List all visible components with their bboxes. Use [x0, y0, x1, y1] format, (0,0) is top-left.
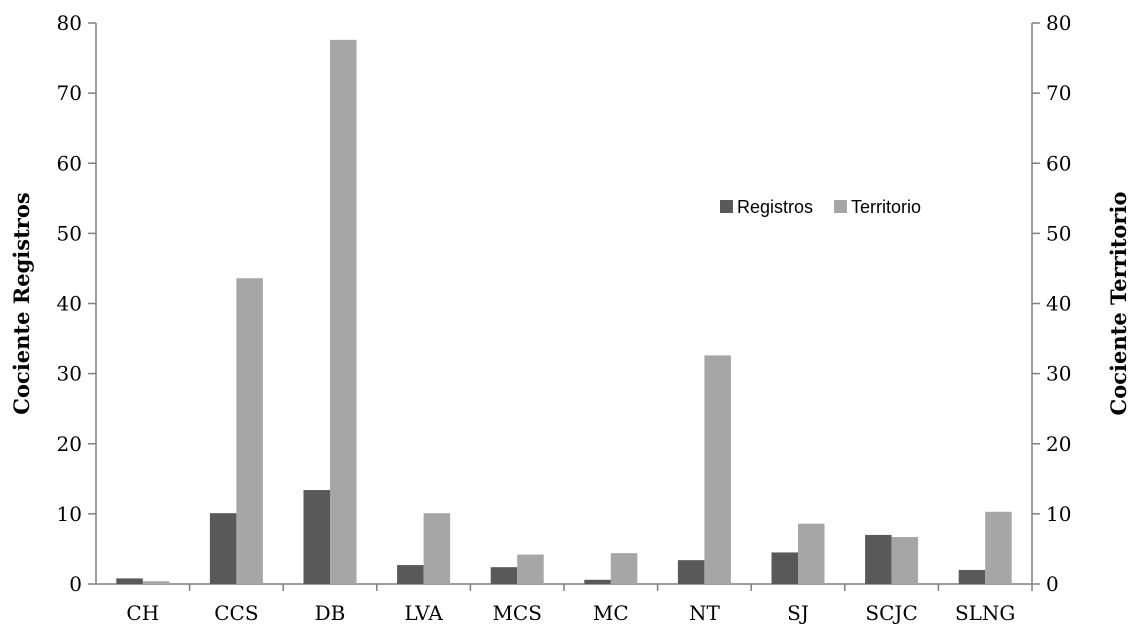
legend-label-registros: Registros	[737, 197, 813, 217]
bar-registros-db	[303, 490, 330, 584]
bar-registros-mc	[584, 579, 611, 584]
y-tick-label-left: 30	[57, 362, 82, 386]
bar-registros-scjc	[865, 534, 892, 584]
x-tick-label: CH	[126, 601, 159, 625]
bar-territorio-sj	[798, 523, 825, 584]
bar-territorio-ccs	[236, 278, 263, 584]
bar-territorio-slng	[985, 511, 1012, 584]
y-tick-label-left: 40	[57, 292, 82, 316]
y-tick-label-left: 60	[57, 151, 82, 175]
chart-axes: 0 10 20 30 40 50 60 70 80 0 10 20 30 40 50 60 70 80	[57, 11, 1072, 596]
bar-territorio-db	[330, 39, 357, 584]
y-tick-label-right: 40	[1046, 292, 1071, 316]
y-axis-title-right: Cociente Territorio	[1106, 192, 1131, 416]
category-labels: CH CCS DB LVA MCS MC NT SJ SCJC SLNG	[126, 601, 1015, 625]
bar-registros-sj	[771, 552, 798, 584]
y-tick-label-left: 0	[69, 572, 82, 596]
x-tick-label: LVA	[404, 601, 443, 625]
legend-swatch-territorio	[834, 200, 847, 213]
y-tick-label-left: 50	[57, 221, 82, 245]
y-tick-label-left: 80	[57, 11, 82, 35]
y-tick-label-right: 80	[1046, 11, 1071, 35]
bar-registros-ch	[116, 578, 143, 584]
y-tick-label-right: 50	[1046, 221, 1071, 245]
bar-territorio-nt	[704, 355, 731, 584]
x-tick-label: SCJC	[865, 601, 917, 625]
x-tick-label: NT	[689, 601, 721, 625]
x-tick-label: CCS	[214, 601, 258, 625]
bar-territorio-scjc	[891, 537, 919, 584]
x-tick-label: DB	[315, 601, 346, 625]
bar-registros-lva	[397, 565, 424, 584]
x-tick-label: SLNG	[955, 601, 1015, 625]
y-tick-label-left: 70	[57, 81, 82, 105]
y-tick-label-right: 10	[1046, 502, 1071, 526]
y-tick-label-left: 20	[57, 432, 82, 456]
bar-territorio-mcs	[517, 554, 544, 584]
y-tick-label-right: 30	[1046, 362, 1071, 386]
legend-label-territorio: Territorio	[851, 197, 921, 217]
legend: Registros Territorio	[720, 197, 921, 217]
bar-registros-nt	[677, 560, 705, 584]
bar-registros-ccs	[209, 513, 237, 584]
x-tick-label: MCS	[492, 601, 541, 625]
legend-swatch-registros	[720, 200, 733, 213]
y-tick-label-right: 60	[1046, 151, 1071, 175]
bar-territorio-lva	[423, 513, 451, 584]
y-tick-label-left: 10	[57, 502, 82, 526]
y-tick-label-right: 0	[1046, 572, 1059, 596]
y-tick-label-right: 20	[1046, 432, 1071, 456]
y-tick-label-right: 70	[1046, 81, 1071, 105]
chart-bars	[116, 39, 1012, 584]
bar-registros-slng	[958, 569, 986, 584]
bar-territorio-ch	[142, 581, 170, 584]
bar-registros-mcs	[490, 567, 518, 584]
bar-territorio-mc	[610, 553, 638, 584]
y-axis-title-left: Cociente Registros	[9, 192, 34, 414]
x-tick-label: SJ	[787, 601, 809, 625]
x-tick-label: MC	[593, 601, 629, 625]
